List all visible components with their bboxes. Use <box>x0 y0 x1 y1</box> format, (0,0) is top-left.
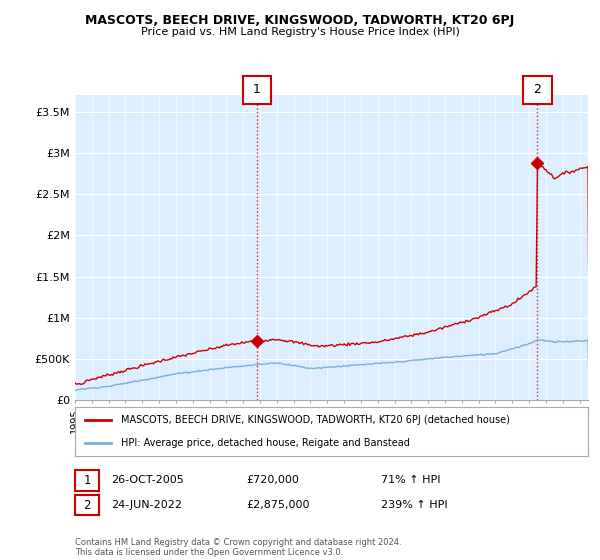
Text: 239% ↑ HPI: 239% ↑ HPI <box>381 500 448 510</box>
Text: 2: 2 <box>533 83 541 96</box>
Text: 71% ↑ HPI: 71% ↑ HPI <box>381 475 440 486</box>
Text: £2,875,000: £2,875,000 <box>246 500 310 510</box>
Text: MASCOTS, BEECH DRIVE, KINGSWOOD, TADWORTH, KT20 6PJ (detached house): MASCOTS, BEECH DRIVE, KINGSWOOD, TADWORT… <box>121 416 510 426</box>
Text: £720,000: £720,000 <box>246 475 299 486</box>
Text: MASCOTS, BEECH DRIVE, KINGSWOOD, TADWORTH, KT20 6PJ: MASCOTS, BEECH DRIVE, KINGSWOOD, TADWORT… <box>85 14 515 27</box>
Text: HPI: Average price, detached house, Reigate and Banstead: HPI: Average price, detached house, Reig… <box>121 438 410 448</box>
Text: Contains HM Land Registry data © Crown copyright and database right 2024.
This d: Contains HM Land Registry data © Crown c… <box>75 538 401 557</box>
Text: 24-JUN-2022: 24-JUN-2022 <box>111 500 182 510</box>
Text: 26-OCT-2005: 26-OCT-2005 <box>111 475 184 486</box>
Text: 1: 1 <box>253 83 261 96</box>
Text: 1: 1 <box>83 474 91 487</box>
Text: 2: 2 <box>83 498 91 512</box>
Text: Price paid vs. HM Land Registry's House Price Index (HPI): Price paid vs. HM Land Registry's House … <box>140 27 460 37</box>
